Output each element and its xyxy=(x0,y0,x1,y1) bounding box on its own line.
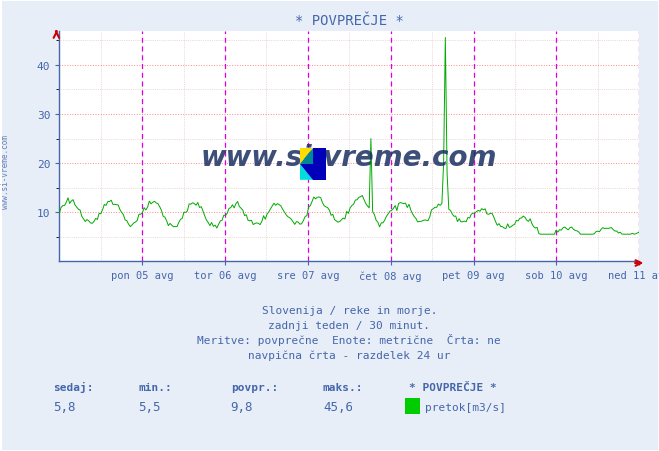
Text: www.si-vreme.com: www.si-vreme.com xyxy=(1,134,10,208)
Text: navpična črta - razdelek 24 ur: navpična črta - razdelek 24 ur xyxy=(248,350,451,360)
Text: Meritve: povprečne  Enote: metrične  Črta: ne: Meritve: povprečne Enote: metrične Črta:… xyxy=(198,334,501,345)
Text: * POVPREČJE *: * POVPREČJE * xyxy=(409,382,496,392)
Text: 45,6: 45,6 xyxy=(323,400,353,414)
Text: povpr.:: povpr.: xyxy=(231,382,278,392)
Polygon shape xyxy=(300,149,313,165)
Polygon shape xyxy=(300,149,326,180)
Title: * POVPREČJE *: * POVPREČJE * xyxy=(295,14,404,28)
Polygon shape xyxy=(300,149,313,165)
Text: 5,5: 5,5 xyxy=(138,400,161,414)
Text: min.:: min.: xyxy=(138,382,172,392)
Polygon shape xyxy=(300,165,313,180)
Text: maks.:: maks.: xyxy=(323,382,363,392)
Text: Slovenija / reke in morje.: Slovenija / reke in morje. xyxy=(262,305,437,315)
Text: zadnji teden / 30 minut.: zadnji teden / 30 minut. xyxy=(268,320,430,330)
Text: 9,8: 9,8 xyxy=(231,400,253,414)
Text: 5,8: 5,8 xyxy=(53,400,75,414)
Text: pretok[m3/s]: pretok[m3/s] xyxy=(425,402,506,412)
Text: sedaj:: sedaj: xyxy=(53,381,93,392)
Text: www.si-vreme.com: www.si-vreme.com xyxy=(201,144,498,172)
